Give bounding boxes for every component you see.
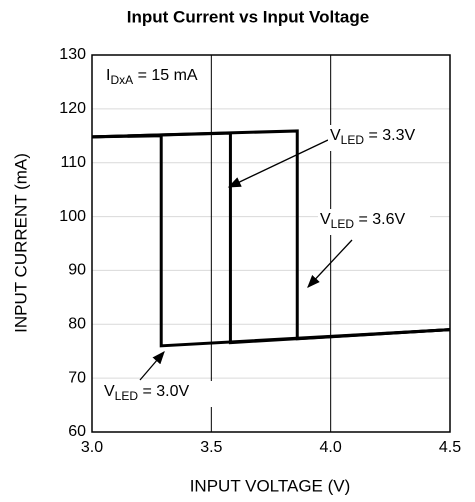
annotation-subscript: DxA — [110, 73, 133, 87]
data-line — [91, 129, 451, 341]
annotation-suffix: = 3.0V — [138, 383, 189, 400]
annotation-suffix: = 3.3V — [364, 127, 415, 144]
annotation-suffix: = 15 mA — [133, 67, 198, 84]
y-tick-label: 60 — [68, 423, 86, 440]
annotation-main: I — [106, 67, 110, 84]
annotation-bg — [102, 381, 214, 407]
y-tick-label: 110 — [60, 154, 86, 171]
annotation-arrow — [139, 351, 165, 381]
x-tick-label: 3.5 — [200, 439, 222, 456]
x-tick-label: 3.0 — [81, 439, 103, 456]
y-tick-label: 80 — [68, 316, 86, 333]
x-axis-label: INPUT VOLTAGE (V) — [190, 476, 351, 495]
annotation-bg — [328, 125, 440, 151]
annotation-arrow — [307, 239, 353, 288]
y-tick-label: 100 — [59, 208, 86, 225]
annotation: VLED = 3.6V — [320, 211, 405, 231]
annotation-bg — [318, 209, 430, 235]
annotation-main: V — [330, 127, 341, 144]
annotation-main: V — [104, 383, 115, 400]
annotation-arrow — [227, 139, 329, 188]
annotation: IDxA = 15 mA — [106, 67, 198, 87]
annotation-main: V — [320, 211, 331, 228]
annotation: VLED = 3.0V — [104, 383, 189, 403]
y-tick-label: 120 — [59, 100, 86, 117]
x-tick-label: 4.5 — [439, 439, 461, 456]
annotation: VLED = 3.3V — [330, 127, 415, 147]
y-tick-label: 90 — [68, 262, 86, 279]
data-line — [91, 131, 451, 345]
annotation-subscript: LED — [341, 133, 365, 147]
chart-title: Input Current vs Input Voltage — [127, 7, 369, 26]
annotation-subscript: LED — [115, 389, 139, 403]
annotation-subscript: LED — [331, 217, 355, 231]
plot-frame — [91, 54, 451, 433]
y-tick-label: 70 — [68, 369, 86, 386]
y-tick-label: 130 — [59, 46, 86, 63]
y-axis-label: INPUT CURRENT (mA) — [11, 153, 30, 333]
annotation-suffix: = 3.6V — [354, 211, 405, 228]
x-tick-label: 4.0 — [320, 439, 342, 456]
